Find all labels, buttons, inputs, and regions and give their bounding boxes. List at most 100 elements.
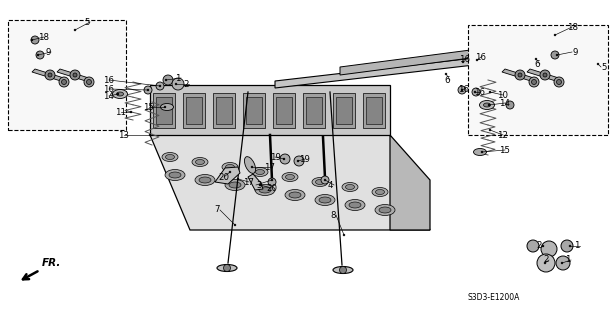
Circle shape xyxy=(172,78,184,90)
Ellipse shape xyxy=(169,172,181,178)
Circle shape xyxy=(461,89,463,91)
Circle shape xyxy=(164,106,166,108)
Text: 20: 20 xyxy=(266,183,277,193)
Polygon shape xyxy=(527,69,562,82)
Polygon shape xyxy=(32,69,67,82)
Text: 8: 8 xyxy=(330,211,335,220)
Text: 15: 15 xyxy=(499,146,510,155)
Bar xyxy=(306,97,322,124)
Circle shape xyxy=(527,240,539,252)
Text: 4: 4 xyxy=(328,180,333,189)
Bar xyxy=(213,93,235,128)
Text: 14: 14 xyxy=(103,92,114,100)
Circle shape xyxy=(445,73,447,75)
Circle shape xyxy=(489,129,491,131)
Text: 5: 5 xyxy=(601,62,607,71)
Text: 15: 15 xyxy=(143,102,154,111)
Circle shape xyxy=(597,63,599,65)
Circle shape xyxy=(535,58,537,60)
Circle shape xyxy=(297,160,299,162)
Circle shape xyxy=(130,111,132,113)
Text: 16: 16 xyxy=(459,54,470,63)
Circle shape xyxy=(531,79,536,84)
Text: 16: 16 xyxy=(458,84,469,93)
Polygon shape xyxy=(150,135,430,230)
Circle shape xyxy=(343,234,345,236)
Circle shape xyxy=(159,85,161,87)
Circle shape xyxy=(144,86,152,94)
Circle shape xyxy=(268,178,276,186)
Ellipse shape xyxy=(195,174,215,186)
Circle shape xyxy=(542,245,544,247)
Circle shape xyxy=(59,77,69,87)
Circle shape xyxy=(557,79,562,84)
Circle shape xyxy=(86,79,91,84)
Polygon shape xyxy=(390,135,430,230)
Circle shape xyxy=(472,88,480,96)
Text: 1: 1 xyxy=(574,242,579,251)
Circle shape xyxy=(280,154,290,164)
Ellipse shape xyxy=(256,170,264,174)
Circle shape xyxy=(251,166,253,168)
Ellipse shape xyxy=(479,100,495,109)
Circle shape xyxy=(537,254,555,272)
Circle shape xyxy=(73,73,77,77)
Text: 9: 9 xyxy=(45,47,50,57)
Ellipse shape xyxy=(199,177,211,183)
Ellipse shape xyxy=(165,170,185,180)
Circle shape xyxy=(156,82,164,90)
Circle shape xyxy=(540,70,550,80)
Circle shape xyxy=(224,265,230,271)
Ellipse shape xyxy=(346,185,354,189)
Text: 17: 17 xyxy=(264,163,275,172)
Text: S3D3-E1200A: S3D3-E1200A xyxy=(468,293,520,302)
Circle shape xyxy=(237,178,239,180)
Circle shape xyxy=(556,54,558,56)
Ellipse shape xyxy=(245,156,256,173)
Circle shape xyxy=(37,54,39,56)
Bar xyxy=(8,20,126,130)
Text: 13: 13 xyxy=(118,131,129,140)
Ellipse shape xyxy=(161,103,173,110)
Text: 7: 7 xyxy=(214,205,219,214)
Ellipse shape xyxy=(222,163,238,172)
Bar xyxy=(153,93,175,128)
Polygon shape xyxy=(215,167,240,184)
Circle shape xyxy=(556,256,570,270)
Circle shape xyxy=(165,79,167,81)
Text: 20: 20 xyxy=(218,172,229,181)
Circle shape xyxy=(544,262,546,264)
Bar xyxy=(186,97,202,124)
Ellipse shape xyxy=(473,148,487,156)
Ellipse shape xyxy=(312,178,328,187)
Circle shape xyxy=(70,70,80,80)
Text: 1: 1 xyxy=(565,255,571,265)
Circle shape xyxy=(294,156,304,166)
Ellipse shape xyxy=(259,187,271,193)
Bar xyxy=(156,97,172,124)
Circle shape xyxy=(147,89,149,91)
Ellipse shape xyxy=(484,103,490,107)
Text: 19: 19 xyxy=(270,153,281,162)
Polygon shape xyxy=(340,36,578,75)
Ellipse shape xyxy=(192,157,208,166)
Circle shape xyxy=(283,158,285,160)
Polygon shape xyxy=(248,174,263,190)
Text: 9: 9 xyxy=(573,47,578,57)
Text: 2: 2 xyxy=(536,242,541,251)
Text: 14: 14 xyxy=(499,99,510,108)
Text: 2: 2 xyxy=(183,79,189,89)
Ellipse shape xyxy=(333,267,353,274)
Text: 2: 2 xyxy=(543,255,549,265)
Circle shape xyxy=(518,73,522,77)
Circle shape xyxy=(234,224,236,226)
Ellipse shape xyxy=(319,197,331,203)
Ellipse shape xyxy=(349,202,361,208)
Circle shape xyxy=(175,83,177,85)
Text: 12: 12 xyxy=(497,131,508,140)
Bar xyxy=(336,97,352,124)
Text: 18: 18 xyxy=(567,22,578,31)
Ellipse shape xyxy=(375,204,395,215)
Bar xyxy=(216,97,232,124)
Ellipse shape xyxy=(229,182,241,188)
